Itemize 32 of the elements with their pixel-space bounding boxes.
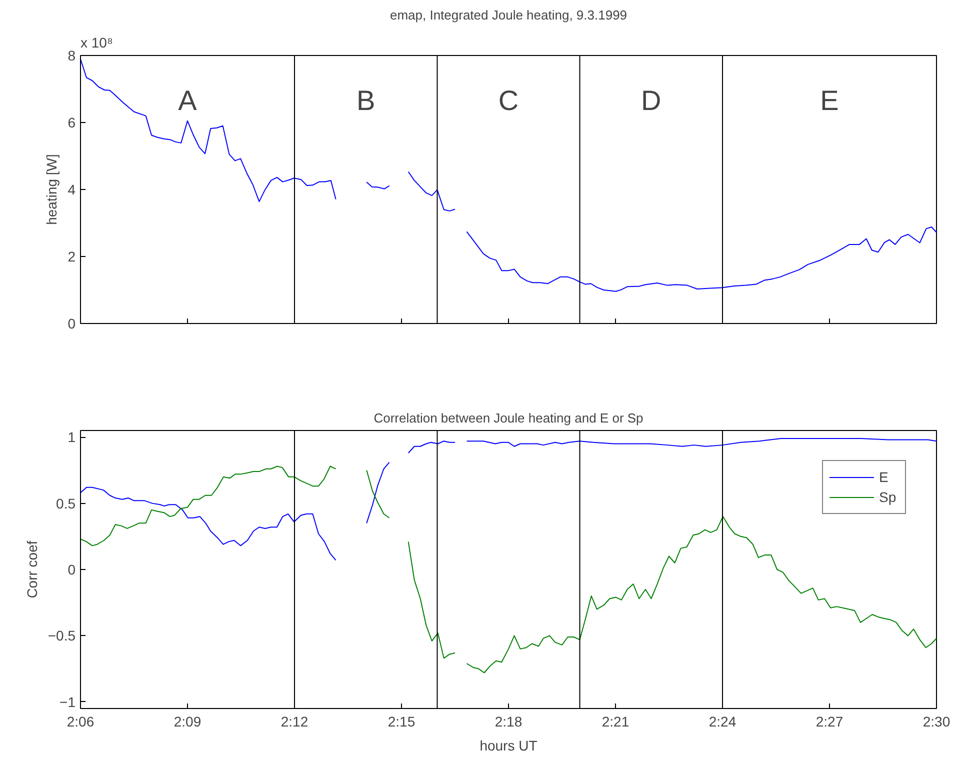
y-tick-label: 0 bbox=[68, 562, 76, 578]
x-tick-label: 2:12 bbox=[280, 714, 308, 730]
annotation: C bbox=[498, 85, 519, 116]
x-axis-title: hours UT bbox=[480, 738, 538, 754]
x-tick-label: 2:15 bbox=[388, 714, 416, 730]
chart-title: emap, Integrated Joule heating, 9.3.1999 bbox=[390, 8, 628, 22]
annotation: A bbox=[178, 85, 198, 116]
legend-label: Sp bbox=[879, 489, 898, 505]
y-axis-title: heating [W] bbox=[44, 154, 60, 225]
annotation: D bbox=[641, 85, 662, 116]
x-tick-label: 2:27 bbox=[816, 714, 844, 730]
x-tick-label: 2:21 bbox=[602, 714, 630, 730]
annotation: B bbox=[356, 85, 376, 116]
legend-label: E bbox=[879, 469, 890, 485]
y-tick-label: 8 bbox=[68, 48, 76, 64]
y-tick-label: 1 bbox=[68, 429, 76, 446]
x-tick-label: 2:06 bbox=[66, 714, 94, 730]
y-tick-label: −1 bbox=[60, 694, 76, 710]
y-tick-label: 0 bbox=[68, 316, 76, 332]
x-tick-label: 2:09 bbox=[174, 714, 202, 730]
y-axis-title: Corr coef bbox=[24, 540, 40, 598]
y-tick-label: 2 bbox=[68, 248, 76, 264]
chart-title: Correlation between Joule heating and E or Sp bbox=[374, 410, 644, 426]
y-tick-label: −0.5 bbox=[48, 628, 76, 644]
annotation: E bbox=[820, 85, 839, 116]
y-tick-label: 4 bbox=[68, 182, 76, 198]
x-tick-label: 2:30 bbox=[922, 714, 950, 730]
y-tick-label: 0.5 bbox=[56, 495, 76, 512]
x-tick-label: 2:18 bbox=[494, 714, 522, 730]
y-tick-label: 6 bbox=[68, 114, 76, 130]
text: x 10⁸ bbox=[80, 34, 113, 50]
x-tick-label: 2:24 bbox=[708, 714, 736, 730]
